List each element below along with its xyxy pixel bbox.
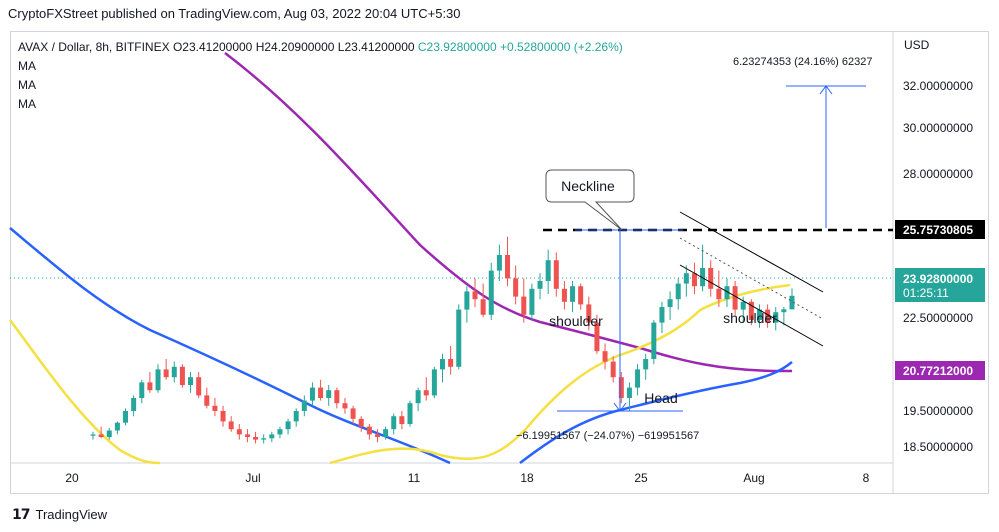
footer-brand[interactable]: TradingView: [35, 507, 108, 522]
currency-label[interactable]: USD: [904, 38, 930, 52]
chart-legend: AVAX / Dollar, 8h, BITFINEX O23.41200000…: [18, 38, 623, 114]
ma-legend-2[interactable]: MA: [18, 78, 36, 92]
open-value: O23.41200000: [172, 40, 253, 54]
footer: 𝟭𝟳 TradingView: [12, 506, 107, 523]
ohlc-row: AVAX / Dollar, 8h, BITFINEX O23.41200000…: [18, 38, 623, 57]
close-value: C23.92800000: [417, 40, 497, 54]
ma-legend-3[interactable]: MA: [18, 97, 36, 111]
publisher-line: CryptoFXStreet published on TradingView.…: [8, 6, 461, 21]
change-value: +0.52800000 (+2.26%): [499, 40, 623, 54]
tradingview-logo-icon[interactable]: 𝟭𝟳: [12, 506, 31, 522]
symbol-label[interactable]: AVAX / Dollar, 8h, BITFINEX: [18, 40, 170, 54]
ma-legend-1[interactable]: MA: [18, 59, 36, 73]
high-value: H24.20900000: [255, 40, 335, 54]
low-value: L23.41200000: [337, 40, 415, 54]
